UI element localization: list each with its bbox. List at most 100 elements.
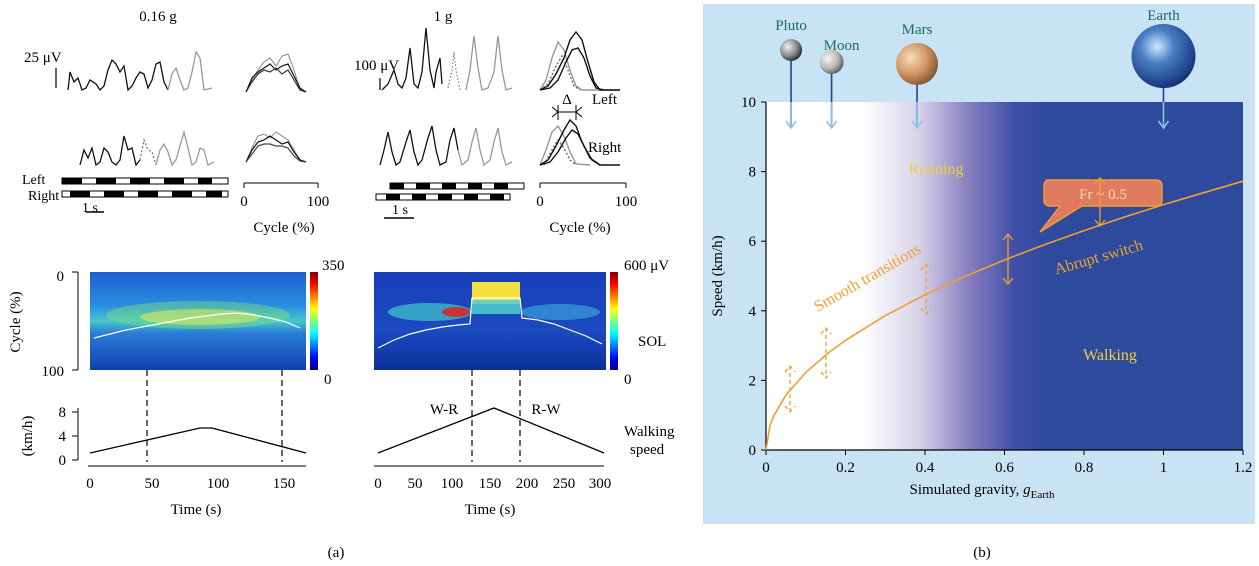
muscle-label: SOL [638, 334, 666, 350]
x-axis-label: Simulated gravity, gEarth [910, 482, 1055, 501]
speed-xlabel-high: Time (s) [465, 502, 516, 518]
emg-scale-low: 25 μV [24, 50, 62, 66]
emg-scale-high: 100 μV [354, 58, 399, 74]
speed-xtick-150-high: 150 [479, 476, 502, 492]
planet-moon: Moon [819, 38, 860, 130]
time-scale-low: 1 s [82, 201, 98, 216]
heatmap-ylabel: Cycle (%) [8, 291, 24, 352]
emg-trace-right-high [379, 125, 459, 167]
speed-ytick-0: 0 [59, 453, 67, 469]
x-tick-label: 1.2 [1234, 460, 1253, 476]
speed-xtick-0-high: 0 [374, 476, 382, 492]
cycle-tick-100-high: 100 [615, 194, 638, 210]
time-scale-high: 1 s [392, 203, 408, 218]
arrow-dashed-2 [820, 326, 832, 380]
cycle-avg-right-low [245, 131, 307, 163]
colorbar-low [310, 272, 318, 370]
speed-plot-low: (km/h) 8 4 0 0 50 100 150 Time (s) [20, 405, 307, 518]
cycle-tick-0-low: 0 [240, 194, 248, 210]
gravity-label-high: 1 g [434, 9, 453, 25]
y-axis-label: Speed (km/h) [710, 235, 726, 316]
x-tick-labels: 0 0.2 0.4 0.6 0.8 1 1.2 [762, 460, 1252, 476]
speed-xtick-50-high: 50 [408, 476, 423, 492]
planet-label: Moon [824, 38, 860, 54]
speed-plot-high: W-R R-W Walking speed 0 50 100 150 200 2… [374, 402, 675, 518]
emg-trace-right-high-grey [457, 127, 513, 167]
colorbar-high-max: 600 μV [624, 258, 669, 274]
froude-label: Fr ~ 0.5 [1079, 187, 1127, 203]
panel-b: 0 0.2 0.4 0.6 0.8 1 1.2 0 2 4 6 8 10 Speed (km/h) S… [703, 4, 1255, 561]
pluto-icon [780, 39, 803, 61]
panel-a: 0.16 g 1 g 25 μV 100 μV Left Right 1 [8, 9, 675, 561]
planet-mars: Mars [896, 22, 939, 130]
planet-marker-arrow [911, 120, 923, 130]
walking-label: Walking [1083, 347, 1137, 364]
heatmap-ytick-100: 100 [42, 364, 65, 380]
x-tick-label: 0.6 [995, 460, 1014, 476]
cycle-avg-right-high [539, 118, 620, 166]
x-tick-label: 1 [1160, 460, 1168, 476]
heatmap-low [90, 272, 306, 370]
planet-marker-arrow [1157, 120, 1170, 130]
y-tick-labels: 0 2 4 6 8 10 [741, 95, 757, 459]
speed-xlabel-low: Time (s) [171, 502, 222, 518]
planet-label: Mars [902, 22, 933, 38]
wr-label: W-R [430, 402, 458, 418]
arrow-dashed-1 [920, 262, 932, 316]
trace-label-right: Right [588, 140, 622, 156]
x-tick-label: 0.2 [836, 460, 855, 476]
colorbar-low-min: 0 [324, 372, 332, 388]
x-tick-label: 0 [762, 460, 770, 476]
heatmap-ytick-0: 0 [57, 269, 65, 285]
froude-curve [765, 180, 1244, 451]
emg-trace-left-high-grey [465, 35, 513, 91]
moon-icon [819, 50, 844, 74]
emg-trace-left-high-dot [447, 51, 461, 91]
froude-callout: Fr ~ 0.5 [1039, 179, 1163, 233]
trace-label-left: Left [592, 92, 618, 108]
speed-xtick-300-high: 300 [589, 476, 612, 492]
planet-marker-arrow [825, 120, 838, 130]
arrow-solid-1 [1002, 232, 1014, 286]
y-tick-label: 10 [741, 95, 756, 111]
emg-trace-right-low-grey [155, 129, 215, 167]
y-tick-label: 6 [749, 234, 757, 250]
emg-trace-right-low [79, 135, 141, 167]
speed-xtick-200-high: 200 [516, 476, 539, 492]
footfall-left-label: Left [22, 173, 45, 188]
speed-ylabel: (km/h) [20, 416, 36, 457]
emg-trace-left-low [67, 58, 169, 92]
emg-trace-left-high [381, 27, 443, 91]
planet-label: Earth [1147, 8, 1180, 24]
transition-arrows [784, 176, 1106, 414]
speed-ytick-4: 4 [59, 429, 67, 445]
x-tick-label: 0.4 [916, 460, 935, 476]
earth-icon [1131, 24, 1196, 88]
y-tick-label: 4 [749, 304, 757, 320]
planet-label: Pluto [775, 18, 807, 34]
speed-xtick-100-low: 100 [207, 476, 230, 492]
speed-xtick-150-low: 150 [273, 476, 296, 492]
mars-icon [896, 43, 939, 85]
footfall-bar-right-low [61, 190, 229, 198]
panel-a-label: (a) [328, 545, 345, 561]
footfall-bar-right-high [375, 193, 511, 201]
y-tick-label: 0 [749, 443, 757, 459]
emg-trace-right-low-dot [139, 138, 157, 166]
speed-xtick-100-high: 100 [441, 476, 464, 492]
footfall-bar-left-low [61, 177, 229, 185]
running-label: Running [908, 161, 963, 178]
speed-xtick-50-low: 50 [145, 476, 160, 492]
cycle-axis-low: 0 100 Cycle (%) [240, 182, 329, 236]
emg-trace-left-low-grey [167, 50, 213, 91]
walking-speed-label-1: Walking [624, 424, 675, 440]
colorbar-high-min: 0 [624, 372, 632, 388]
panel-b-label: (b) [973, 545, 991, 561]
arrow-solid-2 [1094, 176, 1106, 228]
footfall-right-label: Right [28, 189, 59, 204]
cycle-avg-left-high [539, 30, 620, 91]
gravity-label-low: 0.16 g [139, 9, 177, 25]
cycle-avg-left-low [245, 53, 307, 93]
y-tick-label: 8 [749, 165, 757, 181]
cycle-tick-0-high: 0 [536, 194, 544, 210]
